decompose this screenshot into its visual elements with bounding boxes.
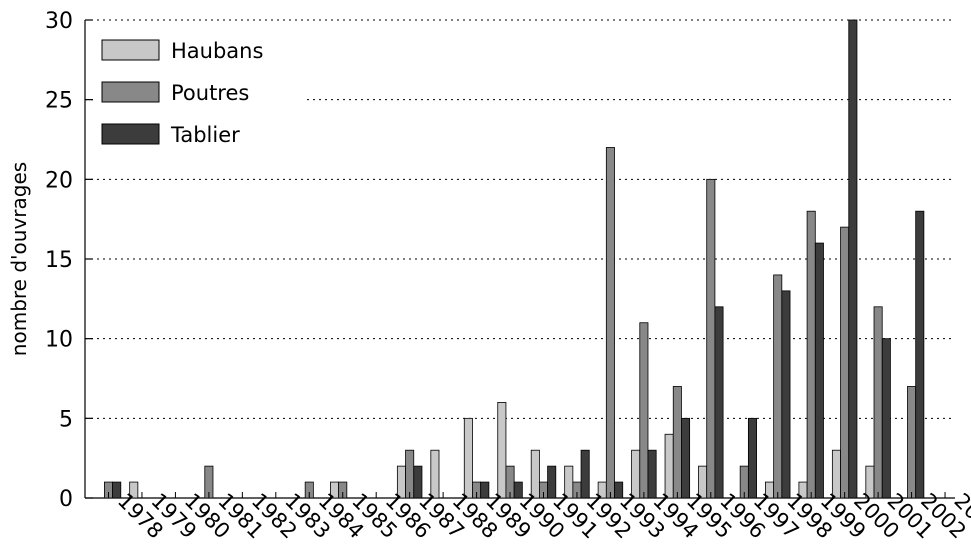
y-tick-label: 15 <box>45 248 73 273</box>
legend-swatch-haubans <box>101 39 160 61</box>
bar-tablier-1991 <box>547 465 557 499</box>
bar-poutres-1999 <box>806 210 816 499</box>
bar-tablier-2001 <box>881 338 891 499</box>
bar-poutres-2002 <box>907 386 917 499</box>
y-tick-label: 0 <box>59 487 73 512</box>
bar-poutres-2000 <box>840 226 850 499</box>
bar-tablier-1987 <box>413 465 423 499</box>
legend-label-tablier: Tablier <box>170 123 240 147</box>
bar-haubans-1979 <box>129 481 139 499</box>
bar-tablier-1990 <box>513 481 523 499</box>
y-tick-label: 10 <box>45 328 73 353</box>
y-tick-label: 5 <box>59 407 73 432</box>
bar-tablier-1995 <box>681 417 691 499</box>
bar-tablier-1999 <box>814 242 824 499</box>
bar-poutres-1993 <box>605 147 615 499</box>
legend-swatch-tablier <box>101 123 160 145</box>
bar-tablier-1997 <box>747 417 757 499</box>
bar-haubans-1988 <box>430 449 440 499</box>
bar-tablier-2000 <box>848 19 858 499</box>
bar-poutres-1996 <box>706 178 716 499</box>
bar-poutres-1994 <box>639 322 649 499</box>
bar-tablier-1989 <box>480 481 490 499</box>
bar-tablier-1978 <box>112 481 122 499</box>
bar-tablier-1993 <box>614 481 624 499</box>
bar-haubans-1989 <box>463 417 473 499</box>
bar-haubans-1990 <box>497 401 507 499</box>
legend-label-haubans: Haubans <box>171 39 263 63</box>
bar-poutres-1987 <box>405 449 415 499</box>
bar-tablier-1998 <box>781 290 791 499</box>
bar-tablier-2002 <box>915 210 925 499</box>
y-tick-label: 30 <box>45 9 73 34</box>
bar-tablier-1992 <box>580 449 590 499</box>
y-tick-label: 20 <box>45 168 73 193</box>
bar-poutres-1998 <box>773 274 783 499</box>
bar-haubans-1991 <box>530 449 540 499</box>
bar-tablier-1996 <box>714 306 724 499</box>
y-tick-label: 25 <box>45 89 73 114</box>
y-axis-title: nombre d'ouvrages <box>7 162 31 356</box>
bar-poutres-1995 <box>672 386 682 499</box>
legend-label-poutres: Poutres <box>171 81 249 105</box>
bar-poutres-2001 <box>873 306 883 499</box>
bar-tablier-1994 <box>647 449 657 499</box>
legend-swatch-poutres <box>101 81 160 103</box>
